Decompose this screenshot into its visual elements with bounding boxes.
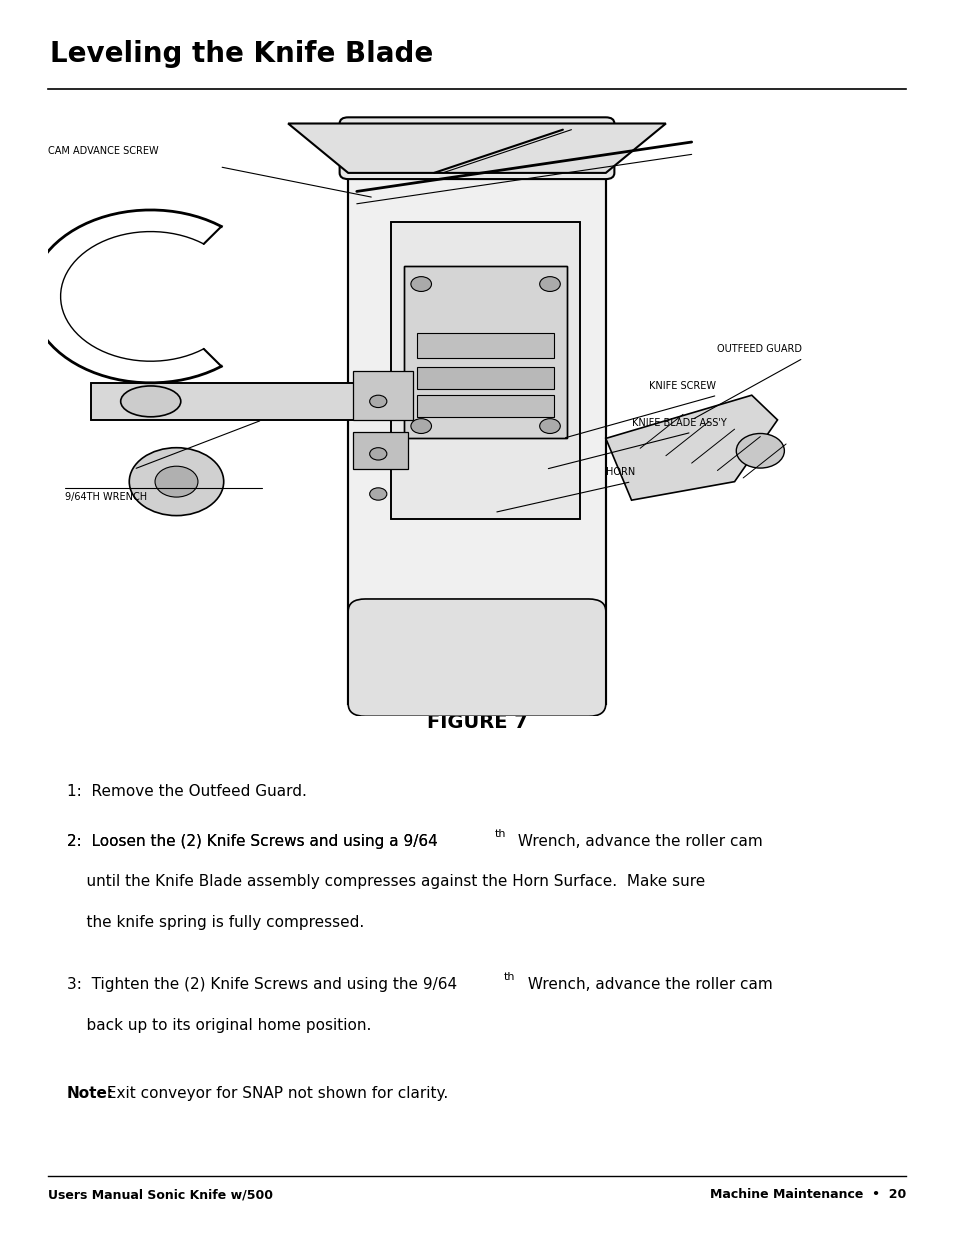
Bar: [404, 266, 566, 438]
Polygon shape: [288, 124, 665, 173]
Bar: [391, 222, 579, 519]
Ellipse shape: [120, 387, 181, 417]
Circle shape: [369, 395, 387, 408]
Text: 9/64TH WRENCH: 9/64TH WRENCH: [65, 493, 147, 503]
Bar: [91, 383, 365, 420]
Text: CAM ADVANCE SCREW: CAM ADVANCE SCREW: [48, 147, 158, 157]
FancyBboxPatch shape: [339, 117, 614, 179]
Circle shape: [154, 467, 198, 498]
Text: Note:: Note:: [67, 1086, 113, 1100]
Bar: [416, 333, 554, 358]
Text: 2:  Loosen the (2) Knife Screws and using a 9/64: 2: Loosen the (2) Knife Screws and using…: [67, 834, 437, 848]
Circle shape: [411, 419, 431, 433]
Text: th: th: [494, 829, 506, 839]
Text: the knife spring is fully compressed.: the knife spring is fully compressed.: [67, 915, 364, 930]
Text: KNIFE SCREW: KNIFE SCREW: [648, 382, 715, 391]
Bar: [404, 266, 566, 438]
Text: Wrench, advance the roller cam: Wrench, advance the roller cam: [513, 834, 762, 848]
Text: until the Knife Blade assembly compresses against the Horn Surface.  Make sure: until the Knife Blade assembly compresse…: [67, 874, 704, 889]
Circle shape: [539, 419, 559, 433]
Circle shape: [369, 448, 387, 461]
Circle shape: [369, 488, 387, 500]
Text: 1:  Remove the Outfeed Guard.: 1: Remove the Outfeed Guard.: [67, 784, 306, 799]
Text: OUTFEED GUARD: OUTFEED GUARD: [717, 345, 801, 354]
Text: 2:  Loosen the (2) Knife Screws and using a 9/64: 2: Loosen the (2) Knife Screws and using…: [67, 834, 437, 848]
Bar: [391, 222, 579, 519]
Circle shape: [736, 433, 783, 468]
Circle shape: [411, 277, 431, 291]
Bar: [353, 370, 413, 420]
Bar: [348, 136, 605, 704]
Circle shape: [129, 448, 223, 516]
Text: th: th: [503, 972, 516, 982]
Bar: [91, 383, 365, 420]
Text: KNIFE BLADE ASS'Y: KNIFE BLADE ASS'Y: [631, 419, 725, 429]
Text: Leveling the Knife Blade: Leveling the Knife Blade: [50, 40, 433, 68]
Bar: [416, 395, 554, 417]
Text: HORN: HORN: [605, 468, 635, 478]
Text: 3:  Tighten the (2) Knife Screws and using the 9/64: 3: Tighten the (2) Knife Screws and usin…: [67, 977, 456, 992]
Text: Users Manual Sonic Knife w/500: Users Manual Sonic Knife w/500: [48, 1188, 273, 1202]
Text: Exit conveyor for SNAP not shown for clarity.: Exit conveyor for SNAP not shown for cla…: [102, 1086, 448, 1100]
Bar: [353, 432, 408, 469]
Circle shape: [539, 277, 559, 291]
Bar: [348, 136, 605, 704]
Text: FIGURE 7: FIGURE 7: [426, 714, 527, 732]
Polygon shape: [605, 395, 777, 500]
Bar: [416, 368, 554, 389]
Text: Wrench, advance the roller cam: Wrench, advance the roller cam: [522, 977, 772, 992]
Text: Machine Maintenance  •  20: Machine Maintenance • 20: [709, 1188, 905, 1202]
Text: back up to its original home position.: back up to its original home position.: [67, 1018, 371, 1032]
FancyBboxPatch shape: [348, 599, 605, 716]
